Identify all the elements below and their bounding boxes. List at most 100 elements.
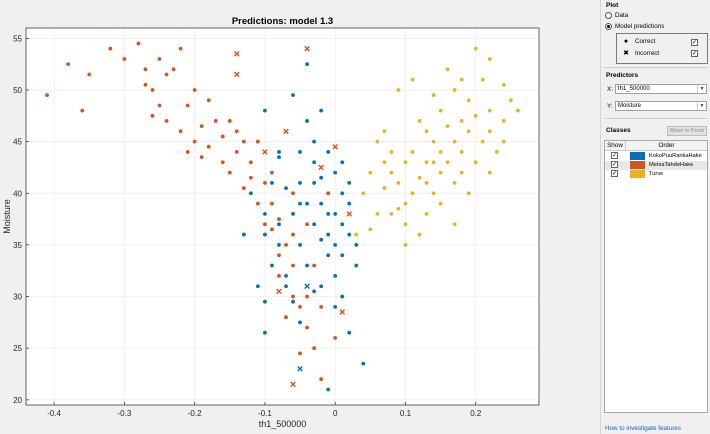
data-point bbox=[347, 232, 352, 237]
data-point bbox=[312, 289, 317, 294]
data-point bbox=[108, 46, 113, 51]
data-point bbox=[438, 108, 443, 113]
data-point bbox=[270, 201, 274, 206]
data-point bbox=[305, 119, 309, 123]
incorrect-checkbox[interactable]: ✓ bbox=[691, 50, 698, 57]
x-tick-label: -0.2 bbox=[188, 409, 202, 418]
data-point bbox=[263, 330, 267, 335]
data-point bbox=[375, 139, 380, 144]
y-tick-label: 55 bbox=[13, 34, 22, 43]
data-point bbox=[417, 175, 422, 180]
class-show-checkbox[interactable]: ✓ bbox=[611, 161, 618, 168]
incorrect-marker-stroke bbox=[318, 164, 324, 171]
data-point bbox=[487, 129, 492, 134]
data-point bbox=[389, 170, 394, 175]
data-point bbox=[480, 77, 485, 82]
incorrect-point bbox=[234, 71, 240, 78]
data-point bbox=[164, 119, 169, 123]
data-point bbox=[333, 335, 338, 340]
how-to-investigate-link[interactable]: How to investigate features bbox=[605, 425, 681, 432]
y-tick-label: 35 bbox=[13, 241, 22, 250]
data-point bbox=[277, 222, 281, 227]
incorrect-marker-stroke bbox=[283, 128, 289, 135]
scatter-chart[interactable]: -0.4 -0.3 -0.2 -0.1 0 0.1 0.2 20 25 30 35 40 45 50 55 P… bbox=[0, 0, 600, 434]
data-point bbox=[473, 160, 478, 165]
chevron-down-icon: ▼ bbox=[697, 102, 706, 110]
correct-checkbox[interactable]: ✓ bbox=[691, 39, 698, 46]
data-point bbox=[270, 170, 274, 175]
x-predictor-dropdown[interactable]: th1_500000 ▼ bbox=[615, 84, 707, 94]
y-predictor-dropdown[interactable]: Moisture ▼ bbox=[615, 101, 707, 111]
radio-data-circle[interactable] bbox=[605, 12, 612, 19]
radio-model-predictions[interactable]: Model predictions bbox=[605, 23, 664, 30]
class-name: Turve bbox=[649, 171, 664, 177]
data-point bbox=[241, 186, 246, 190]
data-point bbox=[396, 88, 401, 92]
data-point bbox=[87, 72, 92, 77]
data-point bbox=[494, 150, 499, 154]
data-point bbox=[171, 67, 176, 72]
x-tick-label: -0.3 bbox=[117, 409, 131, 418]
data-point bbox=[466, 191, 471, 196]
class-row[interactable]: ✓ Turve bbox=[605, 170, 707, 179]
data-point bbox=[319, 377, 324, 382]
data-point bbox=[417, 232, 422, 237]
class-row[interactable]: ✓ KokoPuuRankaHake bbox=[605, 152, 707, 161]
data-point bbox=[487, 170, 492, 175]
incorrect-check-icon: ✓ bbox=[692, 51, 698, 57]
data-point bbox=[333, 273, 338, 278]
data-point bbox=[291, 212, 295, 216]
class-color-swatch bbox=[630, 161, 645, 169]
class-show-checkbox[interactable]: ✓ bbox=[611, 170, 618, 177]
data-point bbox=[192, 139, 197, 144]
data-point bbox=[445, 124, 450, 129]
data-point bbox=[263, 212, 267, 216]
data-point bbox=[312, 263, 317, 268]
data-point bbox=[424, 181, 429, 185]
class-name: KokoPuuRankaHake bbox=[649, 153, 702, 159]
incorrect-marker-stroke bbox=[262, 149, 268, 155]
data-point bbox=[403, 222, 408, 227]
data-point bbox=[291, 299, 295, 304]
data-point bbox=[473, 46, 478, 51]
divider bbox=[604, 118, 708, 119]
data-point bbox=[438, 150, 443, 154]
data-point bbox=[340, 191, 345, 196]
x-tick-label: 0 bbox=[333, 409, 338, 418]
legend-correct-label: Correct bbox=[635, 38, 656, 45]
data-point bbox=[291, 232, 295, 237]
incorrect-marker-stroke bbox=[234, 71, 240, 78]
data-point bbox=[333, 170, 338, 175]
data-point bbox=[312, 181, 317, 185]
class-color-swatch bbox=[630, 170, 645, 178]
incorrect-point bbox=[276, 288, 282, 295]
data-point bbox=[340, 222, 345, 227]
x-tick-label: 0.1 bbox=[400, 409, 412, 418]
data-point bbox=[319, 175, 324, 180]
data-point bbox=[326, 253, 331, 258]
data-point bbox=[410, 77, 415, 82]
data-point bbox=[375, 212, 380, 216]
data-point bbox=[403, 160, 408, 165]
x-tick-label: 0.2 bbox=[470, 409, 482, 418]
data-point bbox=[431, 93, 436, 98]
data-point bbox=[277, 217, 281, 221]
move-to-front-button[interactable]: Move to Front bbox=[667, 126, 707, 136]
data-point bbox=[298, 304, 302, 309]
x-tick-label: -0.1 bbox=[258, 409, 272, 418]
data-point bbox=[452, 88, 457, 92]
class-show-checkbox[interactable]: ✓ bbox=[611, 152, 618, 159]
data-point bbox=[473, 113, 478, 118]
incorrect-point bbox=[234, 51, 240, 57]
class-check-icon: ✓ bbox=[612, 162, 618, 168]
data-point bbox=[291, 93, 295, 98]
classes-table: Show Order ✓ KokoPuuRankaHake ✓ MetsaTah… bbox=[604, 140, 708, 413]
data-point bbox=[185, 150, 190, 154]
data-point bbox=[305, 62, 309, 67]
radio-model-circle[interactable] bbox=[605, 23, 612, 30]
data-point bbox=[452, 139, 457, 144]
y-axis-label: Moisture bbox=[2, 199, 12, 234]
radio-data[interactable]: Data bbox=[605, 12, 628, 19]
data-point bbox=[347, 181, 352, 185]
class-row[interactable]: ✓ MetsaTahdeHake bbox=[605, 161, 707, 170]
